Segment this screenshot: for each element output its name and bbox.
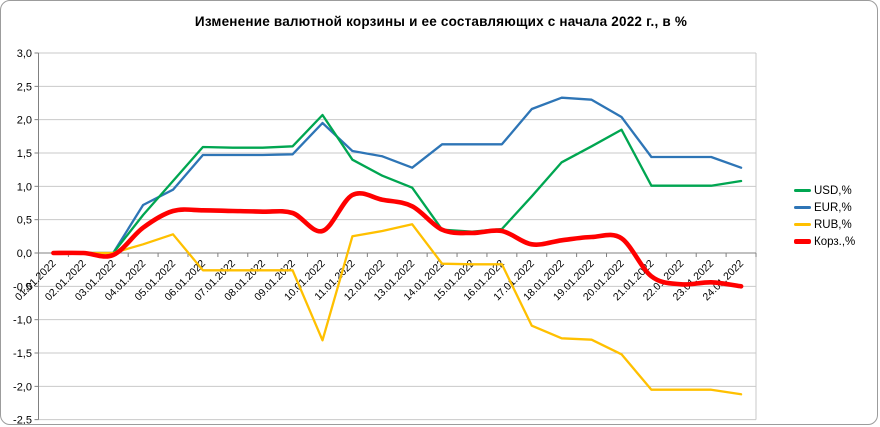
legend-label-basket: Корз.,% <box>814 235 856 248</box>
y-tick-label: 1,5 <box>17 148 32 160</box>
chart-title: Изменение валютной корзины и ее составля… <box>194 14 688 29</box>
y-tick-label: 1,0 <box>17 181 32 193</box>
legend-swatch-usd <box>794 189 811 192</box>
legend-swatch-eur <box>794 206 811 209</box>
legend-label-eur: EUR,% <box>814 201 852 214</box>
series-line-eur[interactable] <box>52 96 743 255</box>
series-line-корз[interactable] <box>51 190 744 289</box>
y-tick-label: 2,0 <box>17 115 32 127</box>
legend-item-eur[interactable]: EUR,% <box>794 199 855 216</box>
legend-label-rub: RUB,% <box>814 218 852 231</box>
legend-item-rub[interactable]: RUB,% <box>794 216 855 233</box>
legend-swatch-rub <box>794 223 811 226</box>
y-tick-label: -1,0 <box>13 315 32 327</box>
y-tick-label: -0,5 <box>13 281 32 293</box>
y-tick-label: 0,0 <box>17 248 32 260</box>
y-tick-label: -2,5 <box>13 415 32 425</box>
legend: USD,% EUR,% RUB,% Корз.,% <box>794 182 855 250</box>
series-line-rub[interactable] <box>52 223 743 396</box>
y-tick-label: -1,5 <box>13 348 32 360</box>
y-tick-label: 0,5 <box>17 215 32 227</box>
y-tick-label: 3,0 <box>17 48 32 60</box>
series-line-usd[interactable] <box>52 113 743 255</box>
legend-swatch-basket <box>794 239 811 244</box>
y-tick-label: -2,0 <box>13 381 32 393</box>
y-tick-label: 2,5 <box>17 81 32 93</box>
legend-item-basket[interactable]: Корз.,% <box>794 233 855 250</box>
legend-item-usd[interactable]: USD,% <box>794 182 855 199</box>
legend-label-usd: USD,% <box>814 184 852 197</box>
